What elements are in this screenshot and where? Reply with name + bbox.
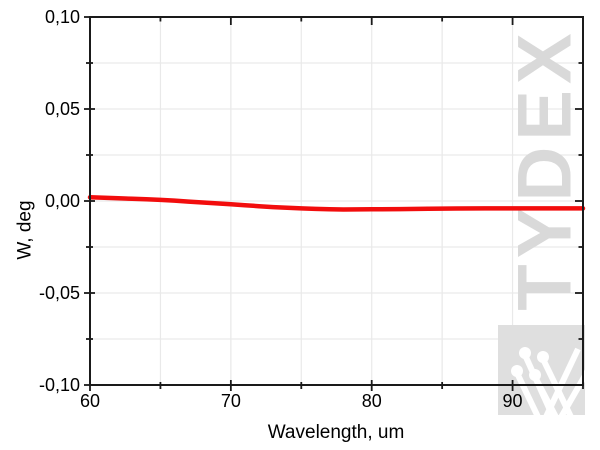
watermark: TYDEX bbox=[498, 27, 588, 415]
series-line-W bbox=[87, 195, 586, 212]
watermark-text: TYDEX bbox=[503, 27, 588, 310]
x-tick-label: 70 bbox=[221, 391, 241, 411]
y-tick-label: -0,05 bbox=[39, 283, 80, 303]
y-tick-label: -0,10 bbox=[39, 375, 80, 395]
tydex-logo bbox=[498, 325, 585, 415]
x-tick-label: 60 bbox=[80, 391, 100, 411]
y-tick-label: 0,00 bbox=[45, 191, 80, 211]
tydex-logo-dots bbox=[511, 347, 549, 381]
axis-ticks bbox=[84, 16, 584, 391]
x-axis-title: Wavelength, um bbox=[268, 422, 405, 443]
y-tick-label: 0,10 bbox=[45, 7, 80, 27]
y-axis-title: W, deg bbox=[15, 200, 36, 259]
x-axis-tick-labels: 60 70 80 90 bbox=[80, 391, 523, 411]
x-tick-label: 80 bbox=[362, 391, 382, 411]
y-tick-label: 0,05 bbox=[45, 99, 80, 119]
x-tick-label: 90 bbox=[503, 391, 523, 411]
data-series bbox=[87, 195, 586, 212]
y-axis-tick-labels: 0,10 0,05 0,00 -0,05 -0,10 bbox=[39, 7, 80, 395]
